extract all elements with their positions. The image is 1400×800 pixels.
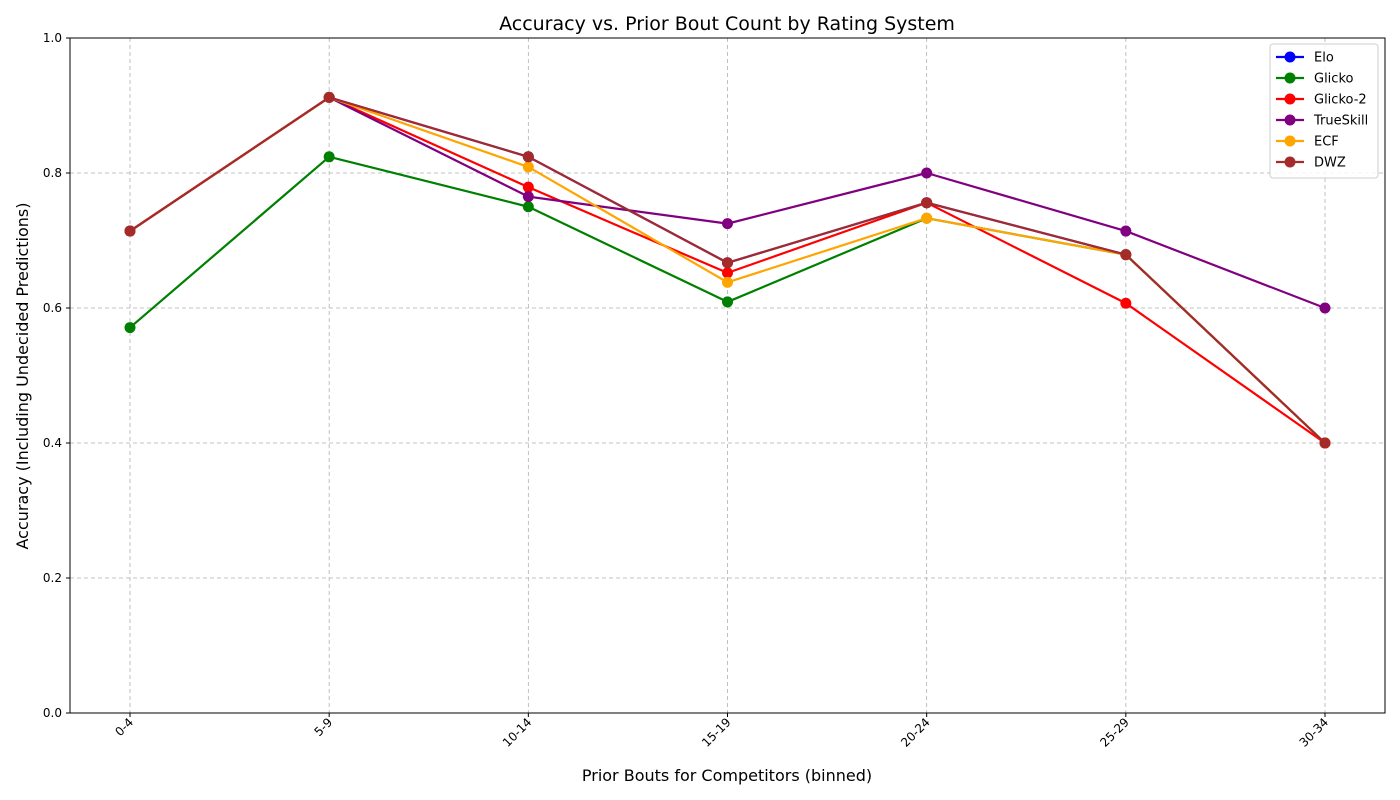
data-point: [1120, 225, 1132, 237]
y-tick-label: 0.8: [43, 166, 62, 180]
y-tick-label: 0.2: [43, 571, 62, 585]
data-point: [722, 257, 733, 269]
legend-swatch-marker: [1284, 51, 1296, 63]
data-point: [921, 167, 933, 179]
legend-swatch-marker: [1284, 72, 1296, 84]
plot-frame: [69, 37, 1386, 714]
data-point: [722, 276, 733, 288]
legend-label: Glicko-2: [1314, 93, 1367, 108]
legend-label: TrueSkill: [1313, 114, 1368, 129]
legend-item: ECF: [1276, 135, 1339, 150]
data-point: [323, 91, 335, 103]
data-point: [522, 151, 534, 163]
y-tick-label: 0.4: [43, 436, 62, 450]
data-point: [522, 161, 534, 173]
legend-label: DWZ: [1314, 156, 1346, 171]
x-axis-title: Prior Bouts for Competitors (binned): [582, 766, 872, 785]
y-axis-title: Accuracy (Including Undecided Prediction…: [13, 203, 32, 550]
data-point: [1120, 297, 1132, 309]
legend-swatch-marker: [1284, 156, 1296, 168]
data-point: [722, 267, 733, 279]
data-point: [522, 191, 534, 203]
legend-item: TrueSkill: [1276, 114, 1368, 129]
data-point: [124, 225, 136, 237]
data-point: [323, 151, 335, 163]
legend-item: DWZ: [1276, 156, 1346, 171]
data-point: [921, 212, 933, 224]
legend-label: ECF: [1314, 135, 1339, 150]
legend-swatch-marker: [1284, 93, 1296, 105]
data-point: [522, 201, 534, 213]
legend-item: Glicko: [1276, 72, 1354, 87]
y-tick-label: 0.6: [43, 301, 62, 315]
legend-item: Elo: [1276, 51, 1334, 66]
data-point: [1319, 302, 1331, 314]
legend-swatch-marker: [1284, 114, 1296, 126]
data-point: [124, 322, 136, 334]
y-tick-label: 1.0: [43, 31, 62, 45]
data-point: [1319, 437, 1331, 449]
legend-label: Glicko: [1314, 72, 1354, 87]
y-tick-label: 0.0: [43, 706, 62, 720]
data-point: [1120, 249, 1132, 261]
data-point: [522, 181, 534, 193]
series-layer: [124, 91, 1331, 449]
chart-title: Accuracy vs. Prior Bout Count by Rating …: [499, 13, 955, 35]
series-dwz: [124, 91, 1331, 449]
data-point: [722, 296, 733, 308]
legend-item: Glicko-2: [1276, 93, 1367, 108]
legend-label: Elo: [1314, 51, 1334, 66]
data-point: [921, 197, 933, 209]
legend: Elo Glicko Glicko-2 TrueSkill ECF DWZ: [1269, 43, 1379, 179]
data-point: [722, 218, 733, 230]
legend-swatch-marker: [1284, 135, 1296, 147]
